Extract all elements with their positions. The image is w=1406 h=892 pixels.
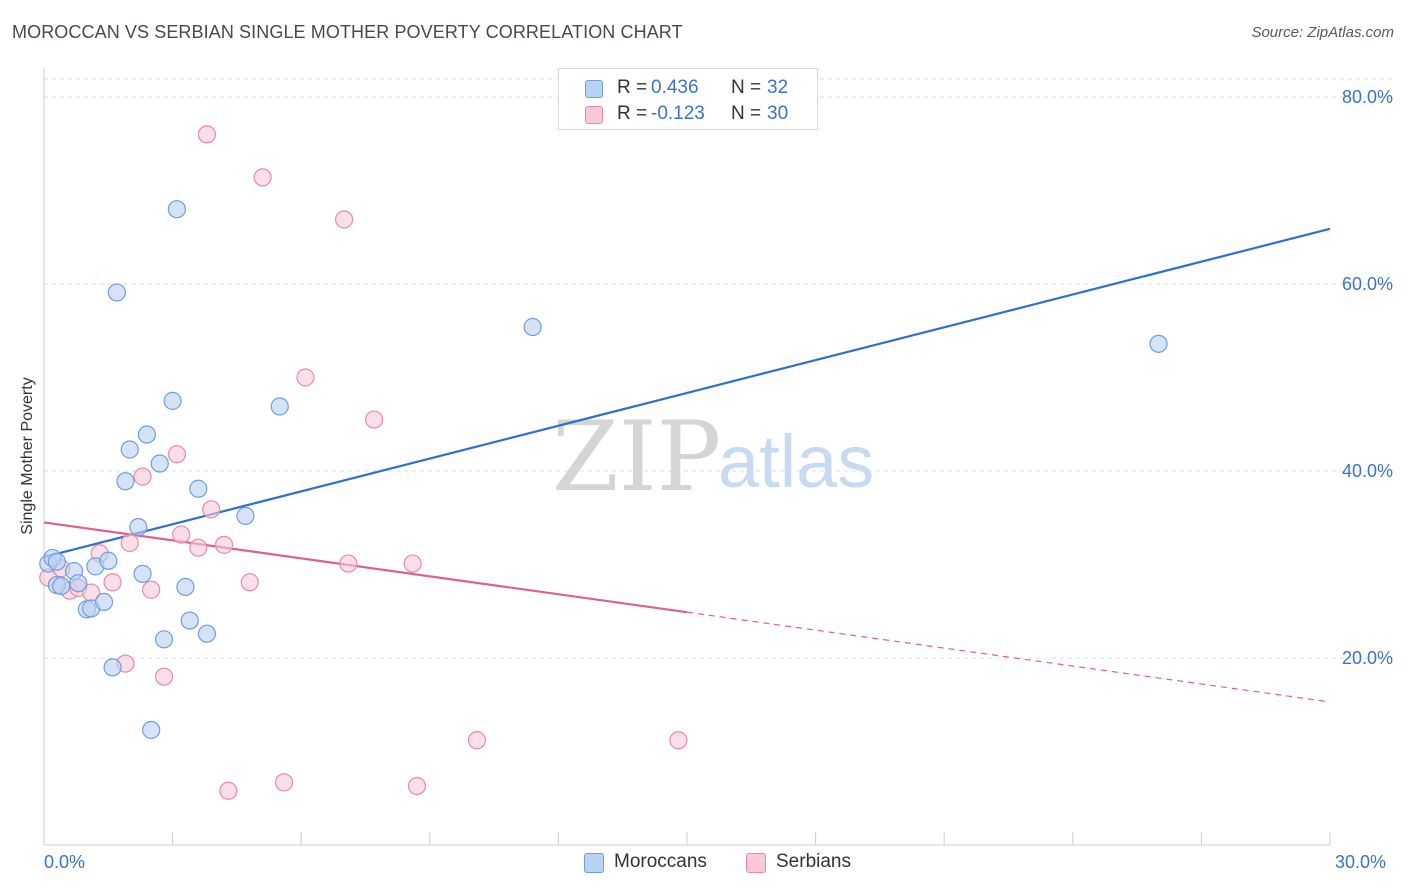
serbian-point xyxy=(172,525,191,544)
r-label: R = xyxy=(617,103,648,124)
moroccan-point xyxy=(1149,334,1168,353)
moroccan-point xyxy=(99,551,118,570)
n-value: 30 xyxy=(767,103,789,124)
n-value: 32 xyxy=(767,77,789,98)
moroccans-legend-swatch xyxy=(584,853,604,873)
y-tick-label-80: 80.0% xyxy=(1342,87,1393,107)
moroccan-point xyxy=(120,440,139,459)
moroccan-point xyxy=(163,391,182,410)
moroccan-point xyxy=(133,564,152,583)
correlation-legend: R = 0.436 N = 32 R = -0.123 N = 30 xyxy=(558,68,818,130)
serbians-legend-label: Serbians xyxy=(776,851,851,872)
serbian-point xyxy=(253,168,272,187)
serbian-point xyxy=(133,467,152,486)
serbians-legend-swatch xyxy=(746,853,766,873)
serbian-point xyxy=(339,554,358,573)
serbian-point xyxy=(189,538,208,557)
watermark: ZIP atlas xyxy=(552,401,874,513)
n-label: N = xyxy=(731,77,762,98)
serbian-point xyxy=(120,533,139,553)
y-tick-labels: 20.0% 40.0% 60.0% 80.0% xyxy=(1342,87,1393,668)
moroccan-point xyxy=(103,658,122,677)
serbian-point xyxy=(154,667,174,686)
serbian-point xyxy=(214,535,234,554)
serbian-point xyxy=(219,781,238,800)
moroccan-point xyxy=(47,552,66,571)
moroccan-point xyxy=(137,425,156,444)
moroccan-point xyxy=(142,720,161,740)
serbian-point xyxy=(334,210,354,229)
serbian-point xyxy=(296,368,315,387)
moroccan-point xyxy=(154,630,174,649)
axes xyxy=(43,68,1331,846)
serbian-point xyxy=(274,773,294,792)
serbian-point xyxy=(467,731,487,750)
serbian-point xyxy=(142,580,161,599)
serbian-point xyxy=(240,573,259,592)
moroccan-point xyxy=(167,200,186,219)
serbian-point xyxy=(407,776,427,796)
serbians-trend-extension xyxy=(686,611,1331,703)
serbian-point xyxy=(403,554,422,573)
moroccan-point xyxy=(523,317,542,337)
moroccans-swatch xyxy=(585,80,603,98)
source-label: Source: ZipAtlas.com xyxy=(1251,24,1394,41)
watermark-atlas: atlas xyxy=(718,420,874,503)
r-value: -0.123 xyxy=(651,103,705,124)
serbian-point xyxy=(103,573,122,592)
r-label: R = xyxy=(617,77,648,98)
y-tick-label-40: 40.0% xyxy=(1342,461,1393,481)
serbian-point xyxy=(669,731,688,750)
n-label: N = xyxy=(731,103,762,124)
moroccan-point xyxy=(129,517,148,537)
trend-lines xyxy=(43,227,1331,703)
chart-title: MOROCCAN VS SERBIAN SINGLE MOTHER POVERT… xyxy=(12,22,683,42)
moroccan-point xyxy=(52,576,71,596)
moroccan-point xyxy=(180,611,199,630)
serbians-trend-line xyxy=(43,521,688,614)
x-tick-label-min: 0.0% xyxy=(44,852,86,872)
y-tick-label-20: 20.0% xyxy=(1342,648,1393,668)
serbian-point xyxy=(202,500,221,519)
moroccan-point xyxy=(107,283,126,302)
serbian-point xyxy=(197,125,216,144)
serbian-point xyxy=(364,410,384,429)
moroccan-point xyxy=(69,574,88,593)
serbians-swatch xyxy=(585,106,603,124)
moroccan-point xyxy=(270,397,289,416)
data-points xyxy=(39,125,1168,800)
moroccan-point xyxy=(236,506,255,525)
y-tick-label-60: 60.0% xyxy=(1342,274,1393,294)
grid-lines xyxy=(44,78,1392,659)
moroccan-point xyxy=(189,479,208,498)
moroccans-trend-line xyxy=(43,227,1331,559)
x-tick-label-max: 30.0% xyxy=(1335,852,1387,872)
moroccans-legend-label: Moroccans xyxy=(614,851,707,872)
r-value: 0.436 xyxy=(651,77,699,98)
serbian-point xyxy=(167,445,186,464)
moroccan-point xyxy=(150,454,169,473)
moroccan-point xyxy=(94,592,114,612)
moroccan-point xyxy=(197,624,216,643)
moroccan-point xyxy=(116,472,135,491)
moroccan-point xyxy=(176,577,195,597)
watermark-zip: ZIP xyxy=(552,401,721,513)
